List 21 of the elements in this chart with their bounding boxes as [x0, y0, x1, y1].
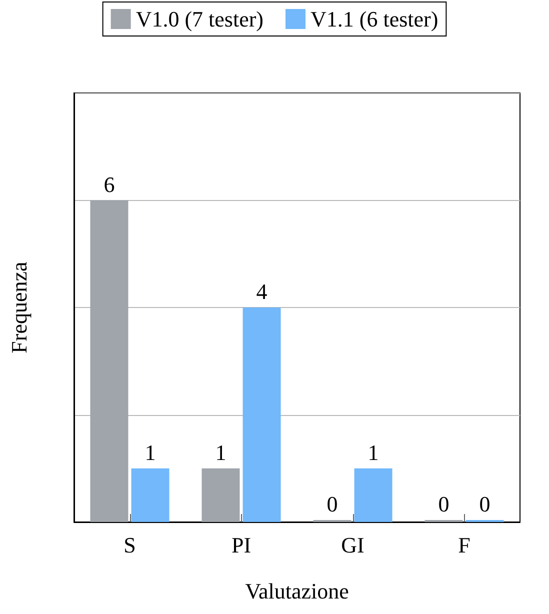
data-label: 0	[479, 492, 490, 516]
x-tick-label: GI	[341, 532, 364, 558]
legend-label: V1.1 (6 tester)	[310, 6, 438, 32]
data-label: 0	[438, 492, 450, 516]
y-axis-title: Frequenza	[6, 261, 32, 354]
bar	[90, 200, 128, 522]
data-label: 4	[256, 279, 268, 304]
bar	[354, 468, 392, 522]
data-label: 6	[104, 172, 115, 197]
x-axis-title: Valutazione	[245, 578, 349, 604]
bar	[131, 468, 170, 522]
data-label: 0	[326, 492, 338, 516]
data-label: 1	[215, 440, 226, 465]
data-label: 1	[368, 440, 379, 465]
x-tick-label: S	[124, 532, 136, 558]
bar	[202, 468, 240, 522]
bar	[242, 308, 281, 522]
x-tick-label: PI	[231, 532, 252, 558]
data-label: 1	[144, 440, 156, 465]
x-tick-label: F	[458, 532, 470, 558]
legend-label: V1.0 (7 tester)	[136, 6, 264, 32]
